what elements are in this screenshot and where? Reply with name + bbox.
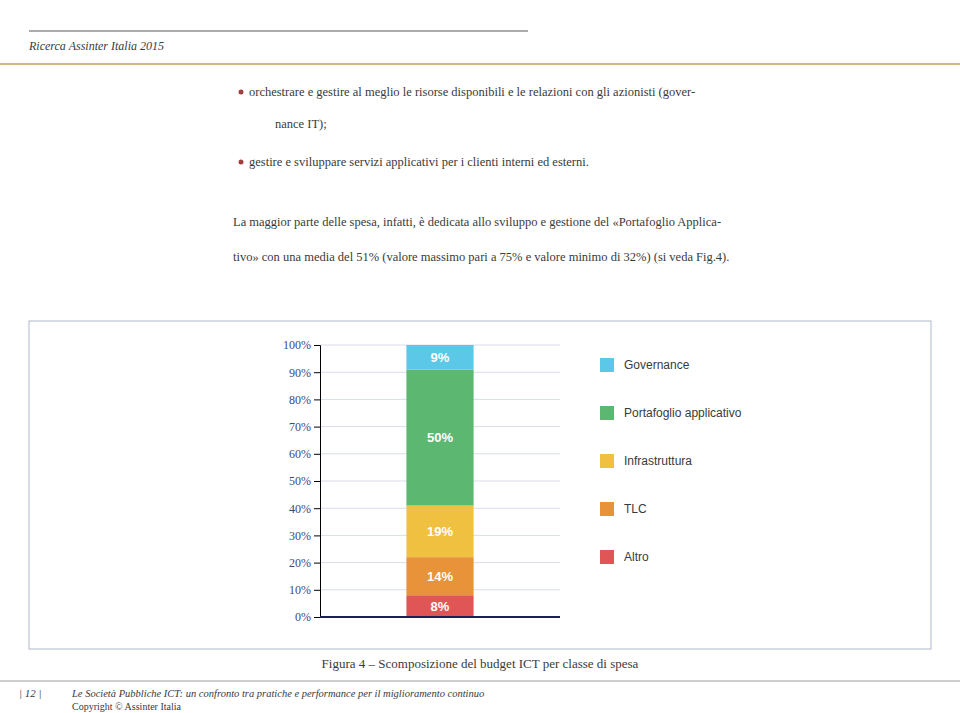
tick: 90% [289, 366, 320, 380]
data-label: 50% [427, 430, 453, 445]
chart-title: Figura 4 – Scomposizione del budget ICT … [322, 656, 639, 671]
chart-box [29, 321, 931, 649]
tick-mark [314, 508, 320, 509]
tick: 80% [289, 393, 320, 407]
paragraph: tivo» con una media del 51% (valore mass… [233, 250, 729, 264]
tick: 70% [289, 420, 320, 434]
tick-mark [314, 399, 320, 400]
tick-mark [314, 372, 320, 373]
legend: Governance Portafoglio applicativo Infrast… [600, 358, 742, 564]
bullet-text: gestire e sviluppare servizi applicativi… [249, 155, 589, 169]
header-line [0, 63, 960, 65]
tick-label: 30% [289, 529, 311, 543]
tick-mark [314, 535, 320, 536]
tick: 10% [289, 583, 320, 597]
header-rule [29, 30, 528, 32]
tick-label: 40% [289, 502, 311, 516]
bar-segment [406, 345, 473, 369]
bar-segment [406, 595, 473, 617]
legend-item: Governance [600, 358, 690, 372]
legend-swatch [600, 502, 614, 516]
data-labels: 8% 14% 19% 50% 9% [427, 350, 453, 614]
tick-label: 100% [283, 338, 311, 352]
tick-label: 70% [289, 420, 311, 434]
bullet [239, 90, 244, 95]
grid-line [320, 617, 560, 618]
tick-label: 0% [295, 610, 311, 624]
tick-mark [314, 454, 320, 455]
axis-line [314, 346, 321, 618]
tick: 20% [289, 556, 320, 570]
bullet-text: orchestrare e gestire al meglio le risor… [249, 85, 695, 99]
y-axis: 0% 10% 20% 30% 40% 50% 60% 70% 80% 90% 100% [283, 338, 321, 624]
tick-label: 10% [289, 583, 311, 597]
grid [320, 345, 560, 617]
tick-mark [314, 481, 320, 482]
legend-swatch [600, 406, 614, 420]
bullet-text: nance IT); [275, 117, 327, 131]
tick-mark [314, 563, 320, 564]
footer-sub: Copyright © Assinter Italia [72, 701, 182, 712]
bar-segment [406, 557, 473, 595]
footer-text: Le Società Pubbliche ICT: un confronto t… [71, 688, 484, 699]
page: Ricerca Assinter Italia 2015 orchestrare … [0, 0, 960, 713]
tick: 0% [295, 610, 320, 624]
tick: 30% [289, 529, 320, 543]
legend-item: Altro [600, 550, 649, 564]
data-label: 9% [431, 350, 450, 365]
legend-swatch [600, 358, 614, 372]
legend-label: Governance [624, 358, 690, 372]
legend-label: Infrastruttura [624, 454, 692, 468]
tick: 40% [289, 502, 320, 516]
legend-item: TLC [600, 502, 647, 516]
header-title: Ricerca Assinter Italia 2015 [28, 39, 164, 53]
legend-item: Infrastruttura [600, 454, 692, 468]
bullet [239, 160, 244, 165]
plot: 8% 14% 19% 50% 9% 0% 10% 20% 30% 40% 50% 60% 70% 80% 9… [283, 338, 560, 624]
data-label: 8% [431, 599, 450, 614]
tick-label: 60% [289, 447, 311, 461]
tick-mark [314, 345, 320, 346]
footer-page: | 12 | [19, 687, 42, 699]
legend-label: Portafoglio applicativo [624, 406, 742, 420]
bar-segment [406, 369, 473, 505]
tick-label: 90% [289, 366, 311, 380]
tick: 50% [289, 474, 320, 488]
tick: 60% [289, 447, 320, 461]
bars [406, 345, 473, 617]
legend-swatch [600, 550, 614, 564]
tick-mark [314, 427, 320, 428]
data-label: 19% [427, 524, 453, 539]
legend-label: Altro [624, 550, 649, 564]
tick-label: 80% [289, 393, 311, 407]
paragraph: La maggior parte delle spesa, infatti, è… [233, 215, 721, 229]
data-label: 14% [427, 569, 453, 584]
legend-label: TLC [624, 502, 647, 516]
tick-mark [314, 590, 320, 591]
tick-mark [314, 617, 320, 618]
x-axis-line [320, 616, 560, 618]
footer-line [0, 681, 960, 682]
tick: 100% [283, 338, 320, 352]
bar-segment [406, 505, 473, 557]
legend-item: Portafoglio applicativo [600, 406, 742, 420]
tick-label: 20% [289, 556, 311, 570]
legend-swatch [600, 454, 614, 468]
tick-label: 50% [289, 474, 311, 488]
